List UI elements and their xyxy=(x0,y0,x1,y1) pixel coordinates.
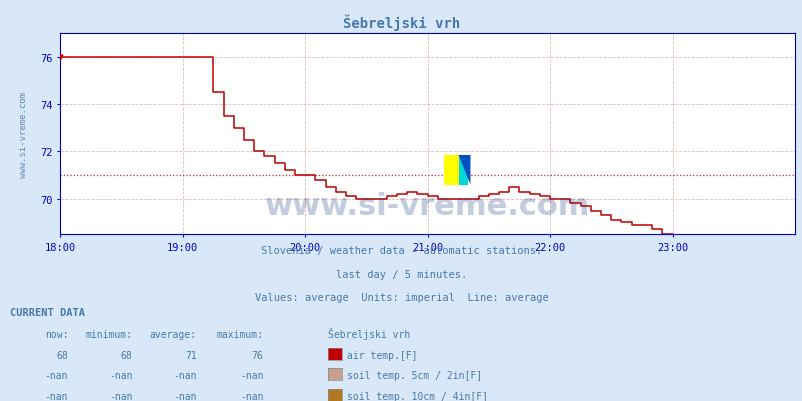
Text: soil temp. 10cm / 4in[F]: soil temp. 10cm / 4in[F] xyxy=(346,391,488,401)
Text: www.si-vreme.com: www.si-vreme.com xyxy=(19,91,28,177)
Text: -nan: -nan xyxy=(240,391,263,401)
Text: minimum:: minimum: xyxy=(85,329,132,339)
Bar xyxy=(458,156,468,185)
Text: Values: average  Units: imperial  Line: average: Values: average Units: imperial Line: av… xyxy=(254,293,548,303)
Text: last day / 5 minutes.: last day / 5 minutes. xyxy=(335,269,467,279)
Text: average:: average: xyxy=(149,329,196,339)
Text: -nan: -nan xyxy=(240,371,263,381)
Text: maximum:: maximum: xyxy=(216,329,263,339)
Text: -nan: -nan xyxy=(173,391,196,401)
Text: 76: 76 xyxy=(251,350,263,360)
Text: -nan: -nan xyxy=(45,391,68,401)
Text: 68: 68 xyxy=(56,350,68,360)
Polygon shape xyxy=(458,156,470,185)
Text: 71: 71 xyxy=(184,350,196,360)
Text: Šebreljski vrh: Šebreljski vrh xyxy=(342,14,460,30)
Text: -nan: -nan xyxy=(109,371,132,381)
Text: soil temp. 5cm / 2in[F]: soil temp. 5cm / 2in[F] xyxy=(346,371,481,381)
Text: -nan: -nan xyxy=(173,371,196,381)
Bar xyxy=(444,156,458,185)
Text: -nan: -nan xyxy=(109,391,132,401)
Text: Slovenia / weather data - automatic stations.: Slovenia / weather data - automatic stat… xyxy=(261,245,541,255)
Text: air temp.[F]: air temp.[F] xyxy=(346,350,417,360)
Text: www.si-vreme.com: www.si-vreme.com xyxy=(265,192,589,221)
Text: -nan: -nan xyxy=(45,371,68,381)
Text: 68: 68 xyxy=(120,350,132,360)
Text: Šebreljski vrh: Šebreljski vrh xyxy=(327,327,409,339)
Text: CURRENT DATA: CURRENT DATA xyxy=(10,307,84,317)
Text: now:: now: xyxy=(45,329,68,339)
